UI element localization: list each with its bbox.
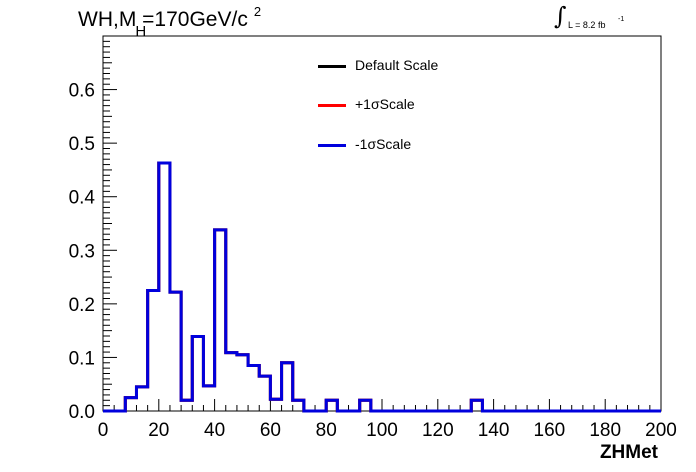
x-tick-label: 200 bbox=[645, 420, 677, 441]
histogram-series bbox=[103, 161, 661, 413]
title-superscript: 2 bbox=[253, 4, 262, 19]
x-tick-label: 40 bbox=[204, 420, 225, 441]
x-tick-label: 100 bbox=[366, 420, 398, 441]
luminosity-text: L = 8.2 fb bbox=[568, 20, 606, 30]
integral-sign: ∫ bbox=[554, 2, 567, 30]
title-rest-text: =170GeV/c bbox=[142, 8, 248, 31]
luminosity-superscript: -1 bbox=[618, 16, 625, 23]
y-tick-label: 0.3 bbox=[69, 241, 95, 262]
legend-label-default: Default Scale bbox=[355, 57, 439, 73]
x-tick-label: 180 bbox=[589, 420, 621, 441]
plot-frame bbox=[102, 35, 662, 412]
title-main-text: WH,M bbox=[78, 8, 137, 31]
y-axis-ticks: 0.0 0.1 0.2 0.3 0.4 0.5 0.6 bbox=[69, 35, 117, 423]
chart-title: WH,MH=170GeV/c 2 bbox=[78, 4, 261, 40]
y-tick-label: 0.2 bbox=[69, 295, 95, 316]
legend-swatch-plus-sigma bbox=[318, 104, 346, 107]
legend-swatch-default bbox=[318, 65, 346, 68]
x-tick-label: 0 bbox=[98, 420, 109, 441]
x-tick-label: 120 bbox=[422, 420, 454, 441]
legend-label-minus-sigma: -1σScale bbox=[355, 136, 412, 152]
x-tick-label: 140 bbox=[478, 420, 510, 441]
x-tick-label: 60 bbox=[260, 420, 281, 441]
legend-swatch-minus-sigma bbox=[318, 144, 346, 147]
x-axis-label: ZHMet bbox=[599, 442, 658, 463]
legend-label-plus-sigma: +1σScale bbox=[355, 96, 415, 112]
y-tick-label: 0.0 bbox=[69, 402, 95, 423]
y-tick-label: 0.1 bbox=[69, 348, 95, 369]
histogram-series-0 bbox=[103, 161, 661, 413]
x-tick-label: 160 bbox=[534, 420, 566, 441]
y-tick-label: 0.6 bbox=[69, 81, 95, 102]
y-tick-label: 0.4 bbox=[69, 188, 96, 209]
x-tick-label: 80 bbox=[316, 420, 337, 441]
x-tick-label: 20 bbox=[148, 420, 169, 441]
y-tick-label: 0.5 bbox=[69, 134, 95, 155]
histogram-series-1 bbox=[103, 161, 661, 413]
histogram-series-2 bbox=[103, 161, 661, 413]
title-subscript: H bbox=[135, 23, 147, 40]
x-axis-ticks: 0 20 40 60 80 100 120 140 160 180 200 bbox=[98, 399, 677, 441]
